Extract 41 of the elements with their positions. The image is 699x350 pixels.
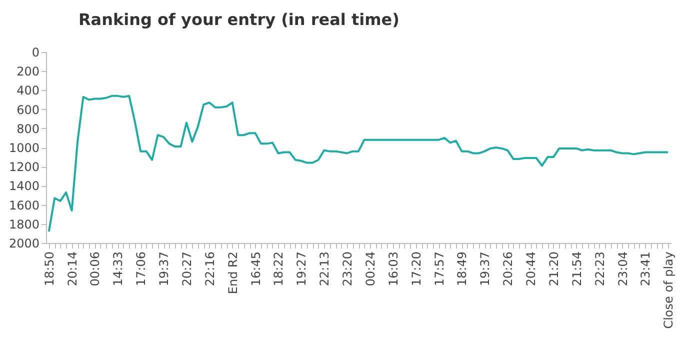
x-tick-label: 19:37	[478, 252, 492, 286]
y-tick-label: 1400	[8, 179, 40, 194]
x-tick-label: 23:04	[616, 252, 630, 286]
y-tick-label: 400	[16, 84, 40, 98]
y-tick-label: 2000	[8, 236, 40, 250]
x-tick-label: 22:23	[592, 252, 607, 286]
x-tick-label: 21:54	[570, 252, 584, 286]
y-tick-label: 1000	[8, 141, 40, 155]
y-tick-label: 600	[16, 102, 40, 117]
x-tick-label: 16:45	[248, 252, 263, 286]
x-tick-label: 23:41	[638, 252, 653, 286]
x-tick-label: 22:16	[202, 252, 217, 286]
x-tick-label: 18:49	[455, 252, 470, 286]
x-tick-label: 18:50	[42, 252, 56, 286]
x-tick-label: 20:44	[524, 252, 538, 286]
x-tick-label: 20:26	[501, 252, 516, 286]
x-tick-label: 00:06	[88, 252, 102, 286]
y-tick-label: 800	[16, 122, 40, 136]
x-tick-label: 16:03	[386, 252, 400, 286]
y-tick-label: 1800	[8, 217, 40, 232]
x-tick-label: 23:20	[340, 252, 355, 286]
x-tick-label: 19:27	[294, 252, 309, 286]
x-tick-label: 00:24	[363, 252, 378, 286]
x-tick-label: End R2	[226, 252, 240, 294]
y-tick-label: 1200	[8, 160, 40, 174]
y-tick-label: 200	[16, 64, 40, 79]
x-tick-label: 17:57	[432, 252, 446, 286]
x-tick-label: Close of play	[662, 252, 676, 329]
x-tick-label: 18:22	[272, 252, 286, 286]
x-tick-label: 22:13	[318, 252, 332, 286]
x-tick-label: 19:37	[157, 252, 172, 286]
y-tick-label: 0	[32, 46, 40, 60]
x-tick-label: 14:33	[111, 252, 126, 286]
x-tick-label: 20:27	[180, 252, 194, 286]
x-tick-label: 17:06	[134, 252, 148, 286]
x-tick-label: 20:14	[65, 252, 80, 286]
chart-title: Ranking of your entry (in real time)	[78, 10, 400, 29]
y-tick-label: 1600	[8, 198, 40, 212]
x-tick-label: 17:20	[409, 252, 424, 286]
x-tick-label: 21:20	[546, 252, 561, 286]
line-series	[48, 94, 670, 233]
